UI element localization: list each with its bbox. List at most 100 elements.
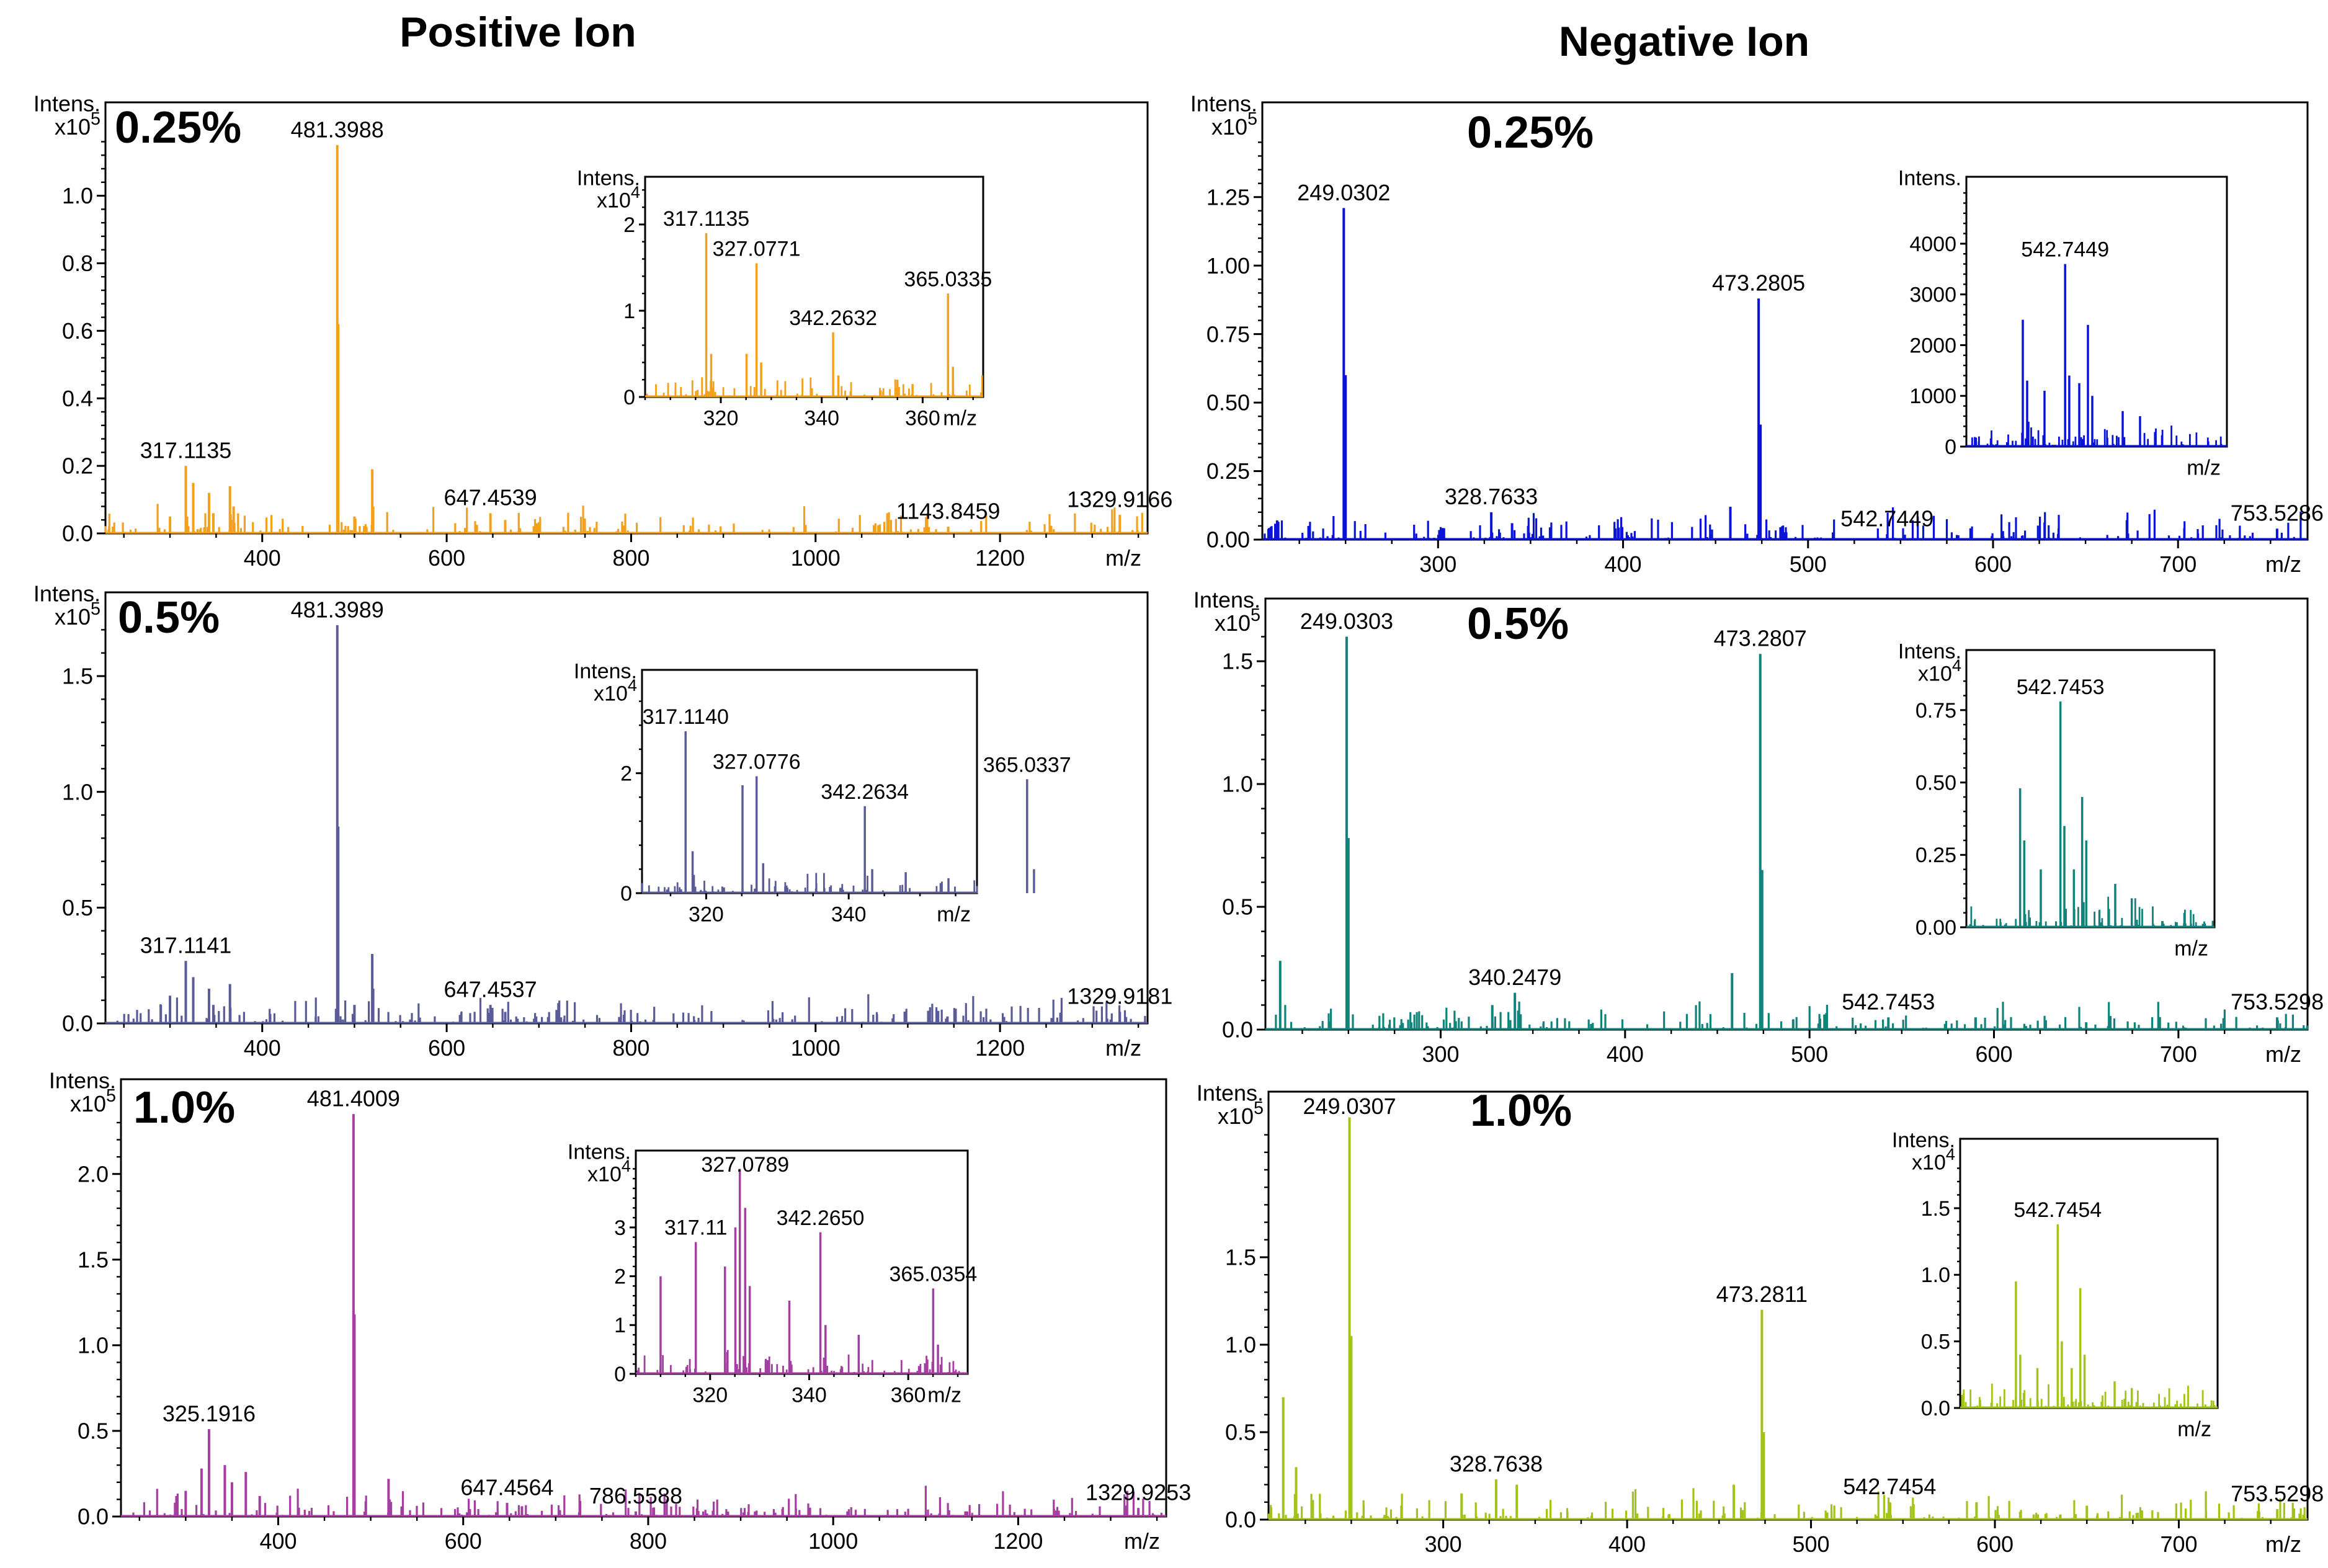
pos_025-panel-ytick-label-2: 0.4 xyxy=(62,386,93,411)
neg_05-panel-xtick-label-1: 400 xyxy=(1607,1041,1644,1067)
pos_025-panel-ytick-label-1: 0.2 xyxy=(62,453,93,479)
neg_10-panel-intensity-label: Intens. xyxy=(1197,1080,1264,1105)
neg_05-concentration-label: 0.5% xyxy=(1467,599,1569,649)
neg_05-panel-noise xyxy=(1265,1001,2308,1030)
pos_10-panel-ytick-label-0: 0.0 xyxy=(78,1504,109,1530)
pos_10-panel-peak-label-1: 325.1916 xyxy=(163,1401,256,1427)
neg_025-panel-xaxis-unit: m/z xyxy=(2265,551,2301,577)
pos_05-inset-xaxis-unit: m/z xyxy=(937,903,971,927)
neg_025-panel-ytick-label-4: 1.00 xyxy=(1206,253,1250,278)
neg_025-panel-ytick-label-0: 0.00 xyxy=(1206,527,1250,553)
pos_10-panel-ytick-label-4: 2.0 xyxy=(78,1161,109,1187)
neg_10-inset-xaxis-unit: m/z xyxy=(2177,1418,2211,1441)
neg_025-panel-ytick-label-3: 0.75 xyxy=(1206,321,1250,347)
neg_10-inset-ytick-label-1: 0.5 xyxy=(1921,1330,1950,1354)
neg_025-panel-ytick-label-2: 0.50 xyxy=(1206,390,1250,416)
pos_10-panel-ytick-label-3: 1.5 xyxy=(78,1247,109,1272)
neg_025-panel-peak-label-0: 249.0302 xyxy=(1297,180,1390,205)
neg_025-panel-ytick-label-1: 0.25 xyxy=(1206,458,1250,484)
pos_05-inset-ytick-label-0: 0 xyxy=(620,882,632,906)
neg_05-panel-xtick-label-3: 600 xyxy=(1975,1041,2012,1067)
pos_10-panel-ytick-label-1: 0.5 xyxy=(78,1419,109,1444)
neg_05-panel-xaxis-unit: m/z xyxy=(2265,1041,2301,1067)
neg_05-panel: 249.0303 340.2479 473.2807 542.7453 753.5298… xyxy=(1193,587,2324,1066)
neg_10-panel-peak-label-3: 542.7454 xyxy=(1843,1474,1936,1499)
neg_10-concentration-label: 1.0% xyxy=(1470,1086,1572,1136)
pos_025-inset-ytick-label-0: 0 xyxy=(623,386,635,409)
pos_025-panel-ytick-label-5: 1.0 xyxy=(62,183,93,208)
pos_05-panel: 481.3989 317.1141 647.4537 1329.9181 400 600 8… xyxy=(33,581,1172,1060)
neg_025-panel-peak-label-1: 328.7633 xyxy=(1445,484,1538,509)
pos_10-inset-ytick-label-2: 2 xyxy=(614,1265,626,1289)
pos_025-panel-xtick-label-1: 600 xyxy=(428,545,465,571)
neg_10-panel-xtick-label-0: 300 xyxy=(1425,1531,1462,1557)
neg_05-panel-peak-label-1: 340.2479 xyxy=(1468,964,1561,990)
neg_025-panel-xtick-label-0: 300 xyxy=(1419,551,1456,577)
pos_05-panel-xtick-label-3: 1000 xyxy=(791,1035,841,1061)
pos_05-panel-peak-label-2: 647.4537 xyxy=(444,977,537,1002)
pos_10-inset-peak-label-1: 327.0789 xyxy=(701,1153,789,1177)
pos_10-inset-xtick-label-2: 360 xyxy=(891,1384,926,1407)
pos_025-panel-ytick-label-0: 0.0 xyxy=(62,521,93,546)
pos_025-panel: 481.3988 317.1135 647.4539 1143.8459 1329.91… xyxy=(33,91,1172,570)
pos_10-panel-ytick-label-2: 1.0 xyxy=(78,1332,109,1358)
neg_025-panel-noise xyxy=(1262,507,2308,540)
neg_025-panel-xtick-label-2: 500 xyxy=(1790,551,1827,577)
pos_10-inset-peak-label-2: 342.2650 xyxy=(777,1206,865,1230)
pos_10-inset-intensity-label: Intens. xyxy=(568,1141,631,1164)
neg_10-inset-scale-label: x104 xyxy=(1912,1144,1955,1174)
pos_10-inset: 317.11 327.0789 342.2650 365.0354 320 340 360 0… xyxy=(568,1141,977,1407)
pos_025-inset-ytick-label-1: 1 xyxy=(623,300,635,323)
neg_025-panel-xtick-label-3: 600 xyxy=(1974,551,2012,577)
pos_025-panel-scale-label: x105 xyxy=(55,109,100,140)
neg_025-concentration-label: 0.25% xyxy=(1467,108,1594,158)
pos_025-inset-xaxis-unit: m/z xyxy=(943,407,977,430)
pos_025-panel-peak-label-2: 647.4539 xyxy=(444,485,537,510)
neg_10-inset-ytick-label-2: 1.0 xyxy=(1921,1263,1950,1287)
neg_05-inset-frame xyxy=(1965,649,2216,929)
neg_10-panel-xtick-label-4: 700 xyxy=(2160,1531,2197,1557)
neg_05-panel-peak-label-3: 542.7453 xyxy=(1842,989,1935,1015)
pos_05-inset-ytick-label-1: 2 xyxy=(620,762,632,786)
neg_10-inset-frame xyxy=(1959,1138,2219,1409)
neg_05-inset-noise xyxy=(1966,896,2214,928)
neg_025-panel-intensity-label: Intens. xyxy=(1190,91,1257,116)
pos_10-inset-peak-label-0: 317.11 xyxy=(664,1216,727,1240)
pos_025-panel-peak-label-1: 317.1135 xyxy=(140,438,231,463)
pos_10-panel-scale-label: x105 xyxy=(70,1086,116,1116)
neg_05-panel-peak-label-0: 249.0303 xyxy=(1300,608,1393,634)
pos_05-panel-ytick-label-1: 0.5 xyxy=(62,895,93,920)
pos_05-inset-noise xyxy=(641,873,978,894)
neg_05-panel-peak-label-4: 753.5298 xyxy=(2231,989,2324,1015)
pos_025-panel-xaxis-unit: m/z xyxy=(1105,545,1141,571)
pos_05-concentration-label: 0.5% xyxy=(118,593,220,643)
pos_10-panel-xtick-label-1: 600 xyxy=(445,1528,482,1554)
pos_05-panel-peak-label-1: 317.1141 xyxy=(140,933,231,958)
pos_10-panel-xtick-label-2: 800 xyxy=(630,1528,667,1554)
pos_10-inset-ytick-label-0: 0 xyxy=(614,1363,626,1386)
neg_05-panel-intensity-label: Intens. xyxy=(1193,587,1260,612)
pos_05-panel-xaxis-unit: m/z xyxy=(1105,1035,1141,1061)
pos_05-panel-intensity-label: Intens. xyxy=(33,581,100,606)
pos_10-inset-ytick-label-1: 1 xyxy=(614,1314,626,1337)
neg_10-inset: 542.7454 0.0 0.5 1.0 1.5 Intens.x104 m/z xyxy=(1892,1129,2219,1441)
pos_025-inset-peak-label-0: 317.1135 xyxy=(663,207,749,231)
neg_05-panel-ytick-label-1: 0.5 xyxy=(1222,894,1253,920)
pos_025-panel-ytick-label-3: 0.6 xyxy=(62,318,93,344)
pos_025-panel-intensity-label: Intens. xyxy=(33,91,100,116)
neg_025-inset-xaxis-unit: m/z xyxy=(2187,457,2221,480)
neg_10-inset-intensity-label: Intens. xyxy=(1892,1129,1955,1152)
neg_025-inset-ytick-label-1: 1000 xyxy=(1909,385,1956,408)
neg_10-panel-peak-label-4: 753.5298 xyxy=(2231,1481,2324,1506)
neg_05-panel-xtick-label-2: 500 xyxy=(1791,1041,1828,1067)
pos_10-panel-xtick-label-4: 1200 xyxy=(993,1528,1043,1554)
pos_025-panel-noise xyxy=(104,504,1148,534)
pos_05-inset-xtick-label-0: 320 xyxy=(689,903,724,927)
neg_025-panel-peak-label-4: 753.5286 xyxy=(2231,501,2324,526)
pos_025-inset: 317.1135 327.0771 342.2632 365.0335 320 340 36… xyxy=(577,167,992,430)
neg_025-panel-xtick-label-1: 400 xyxy=(1605,551,1642,577)
neg_025-inset-ytick-label-2: 2000 xyxy=(1909,334,1956,357)
pos_05-inset-peak-label-3: 365.0337 xyxy=(983,753,1071,777)
neg_025-panel-peak-label-3: 542.7449 xyxy=(1840,506,1933,532)
neg_10-panel-xtick-label-1: 400 xyxy=(1608,1531,1646,1557)
